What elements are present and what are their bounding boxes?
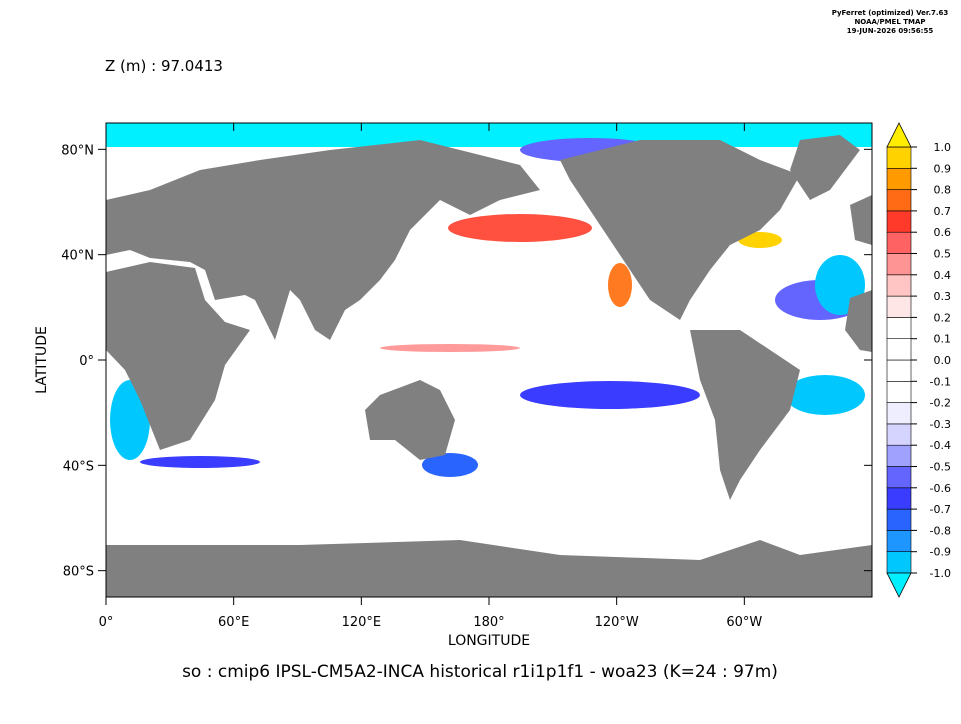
anomaly [140,456,260,468]
anomaly [520,381,700,409]
colorbar-label: 0.8 [934,184,952,197]
y-axis-label: LATITUDE [34,326,50,394]
anomaly [422,453,478,477]
x-tick-label: 180° [473,615,504,630]
y-tick-label: 80°N [61,143,94,158]
subtitle: Z (m) : 97.0413 [105,57,223,75]
colorbar-label: -0.4 [930,439,951,452]
colorbar-bin [886,231,912,254]
x-axis-label: LONGITUDE [448,633,530,649]
anomaly [608,263,632,307]
colorbar-bin [886,466,912,489]
colorbar-bin [886,274,912,297]
land [365,380,455,460]
land [850,195,872,245]
y-tick-label: 0° [79,354,94,369]
colorbar-bin [886,189,912,212]
colorbar-extend-low [886,572,912,598]
colorbar-bin [886,168,912,190]
colorbar-bin [886,146,912,169]
colorbar-bin [886,551,912,574]
colorbar-bin [886,508,912,531]
colorbar-bin [886,402,912,425]
colorbar-label: -0.6 [930,482,951,495]
x-tick-label: 120°W [595,615,639,630]
colorbar-bin [886,380,912,403]
colorbar-label: -0.1 [930,375,951,388]
anomaly [380,344,520,352]
land [560,140,800,320]
colorbar-label: -0.5 [930,461,951,474]
colorbar-label: -0.9 [930,546,951,559]
y-tick-label: 40°S [63,459,94,474]
x-tick-label: 60°W [726,615,762,630]
colorbar-bin [886,210,912,233]
colorbar-label: -0.3 [930,418,951,431]
software: PyFerret (optimized) Ver.7.63 [832,9,949,17]
colorbar-label: 0.2 [934,311,952,324]
colorbar-label: -1.0 [930,567,951,580]
x-tick-label: 120°E [342,615,382,630]
land [106,140,540,340]
colorbar-bin [886,487,912,510]
colorbar-bin [886,359,912,382]
anomaly [448,214,592,242]
org: NOAA/PMEL TMAP [854,18,925,26]
colorbar-label: -0.7 [930,503,951,516]
colorbar-bin [886,253,912,276]
land [106,262,250,450]
colorbar-label: 0.0 [934,354,952,367]
colorbar-label: 0.5 [934,248,952,261]
colorbar-label: 0.9 [934,162,952,175]
y-tick-label: 80°S [63,565,94,580]
colorbar-bin [886,295,912,318]
colorbar-label: 1.0 [934,141,952,154]
anomaly [738,232,782,248]
land [790,135,860,200]
colorbar-extend-high [886,122,912,148]
colorbar-bin [886,338,912,361]
y-tick-label: 40°N [61,249,94,264]
colorbar-label: 0.1 [934,333,952,346]
map [105,122,873,598]
colorbar-bin [886,530,912,553]
colorbar-label: -0.8 [930,524,951,537]
colorbar-label: 0.6 [934,226,952,239]
timestamp: 19-JUN-2026 09:56:55 [847,27,934,35]
x-tick-label: 60°E [218,615,249,630]
colorbar-label: -0.2 [930,397,951,410]
colorbar-bin [886,444,912,467]
land [845,290,872,352]
land [106,540,872,597]
title: so : cmip6 IPSL-CM5A2-INCA historical r1… [182,662,778,682]
anomaly [785,375,865,415]
colorbar-bin [886,423,912,446]
colorbar-label: 0.4 [934,269,952,282]
x-tick-label: 0° [99,615,114,630]
colorbar-label: 0.3 [934,290,952,303]
land [690,330,800,500]
colorbar-label: 0.7 [934,205,952,218]
colorbar-bin [886,317,912,339]
